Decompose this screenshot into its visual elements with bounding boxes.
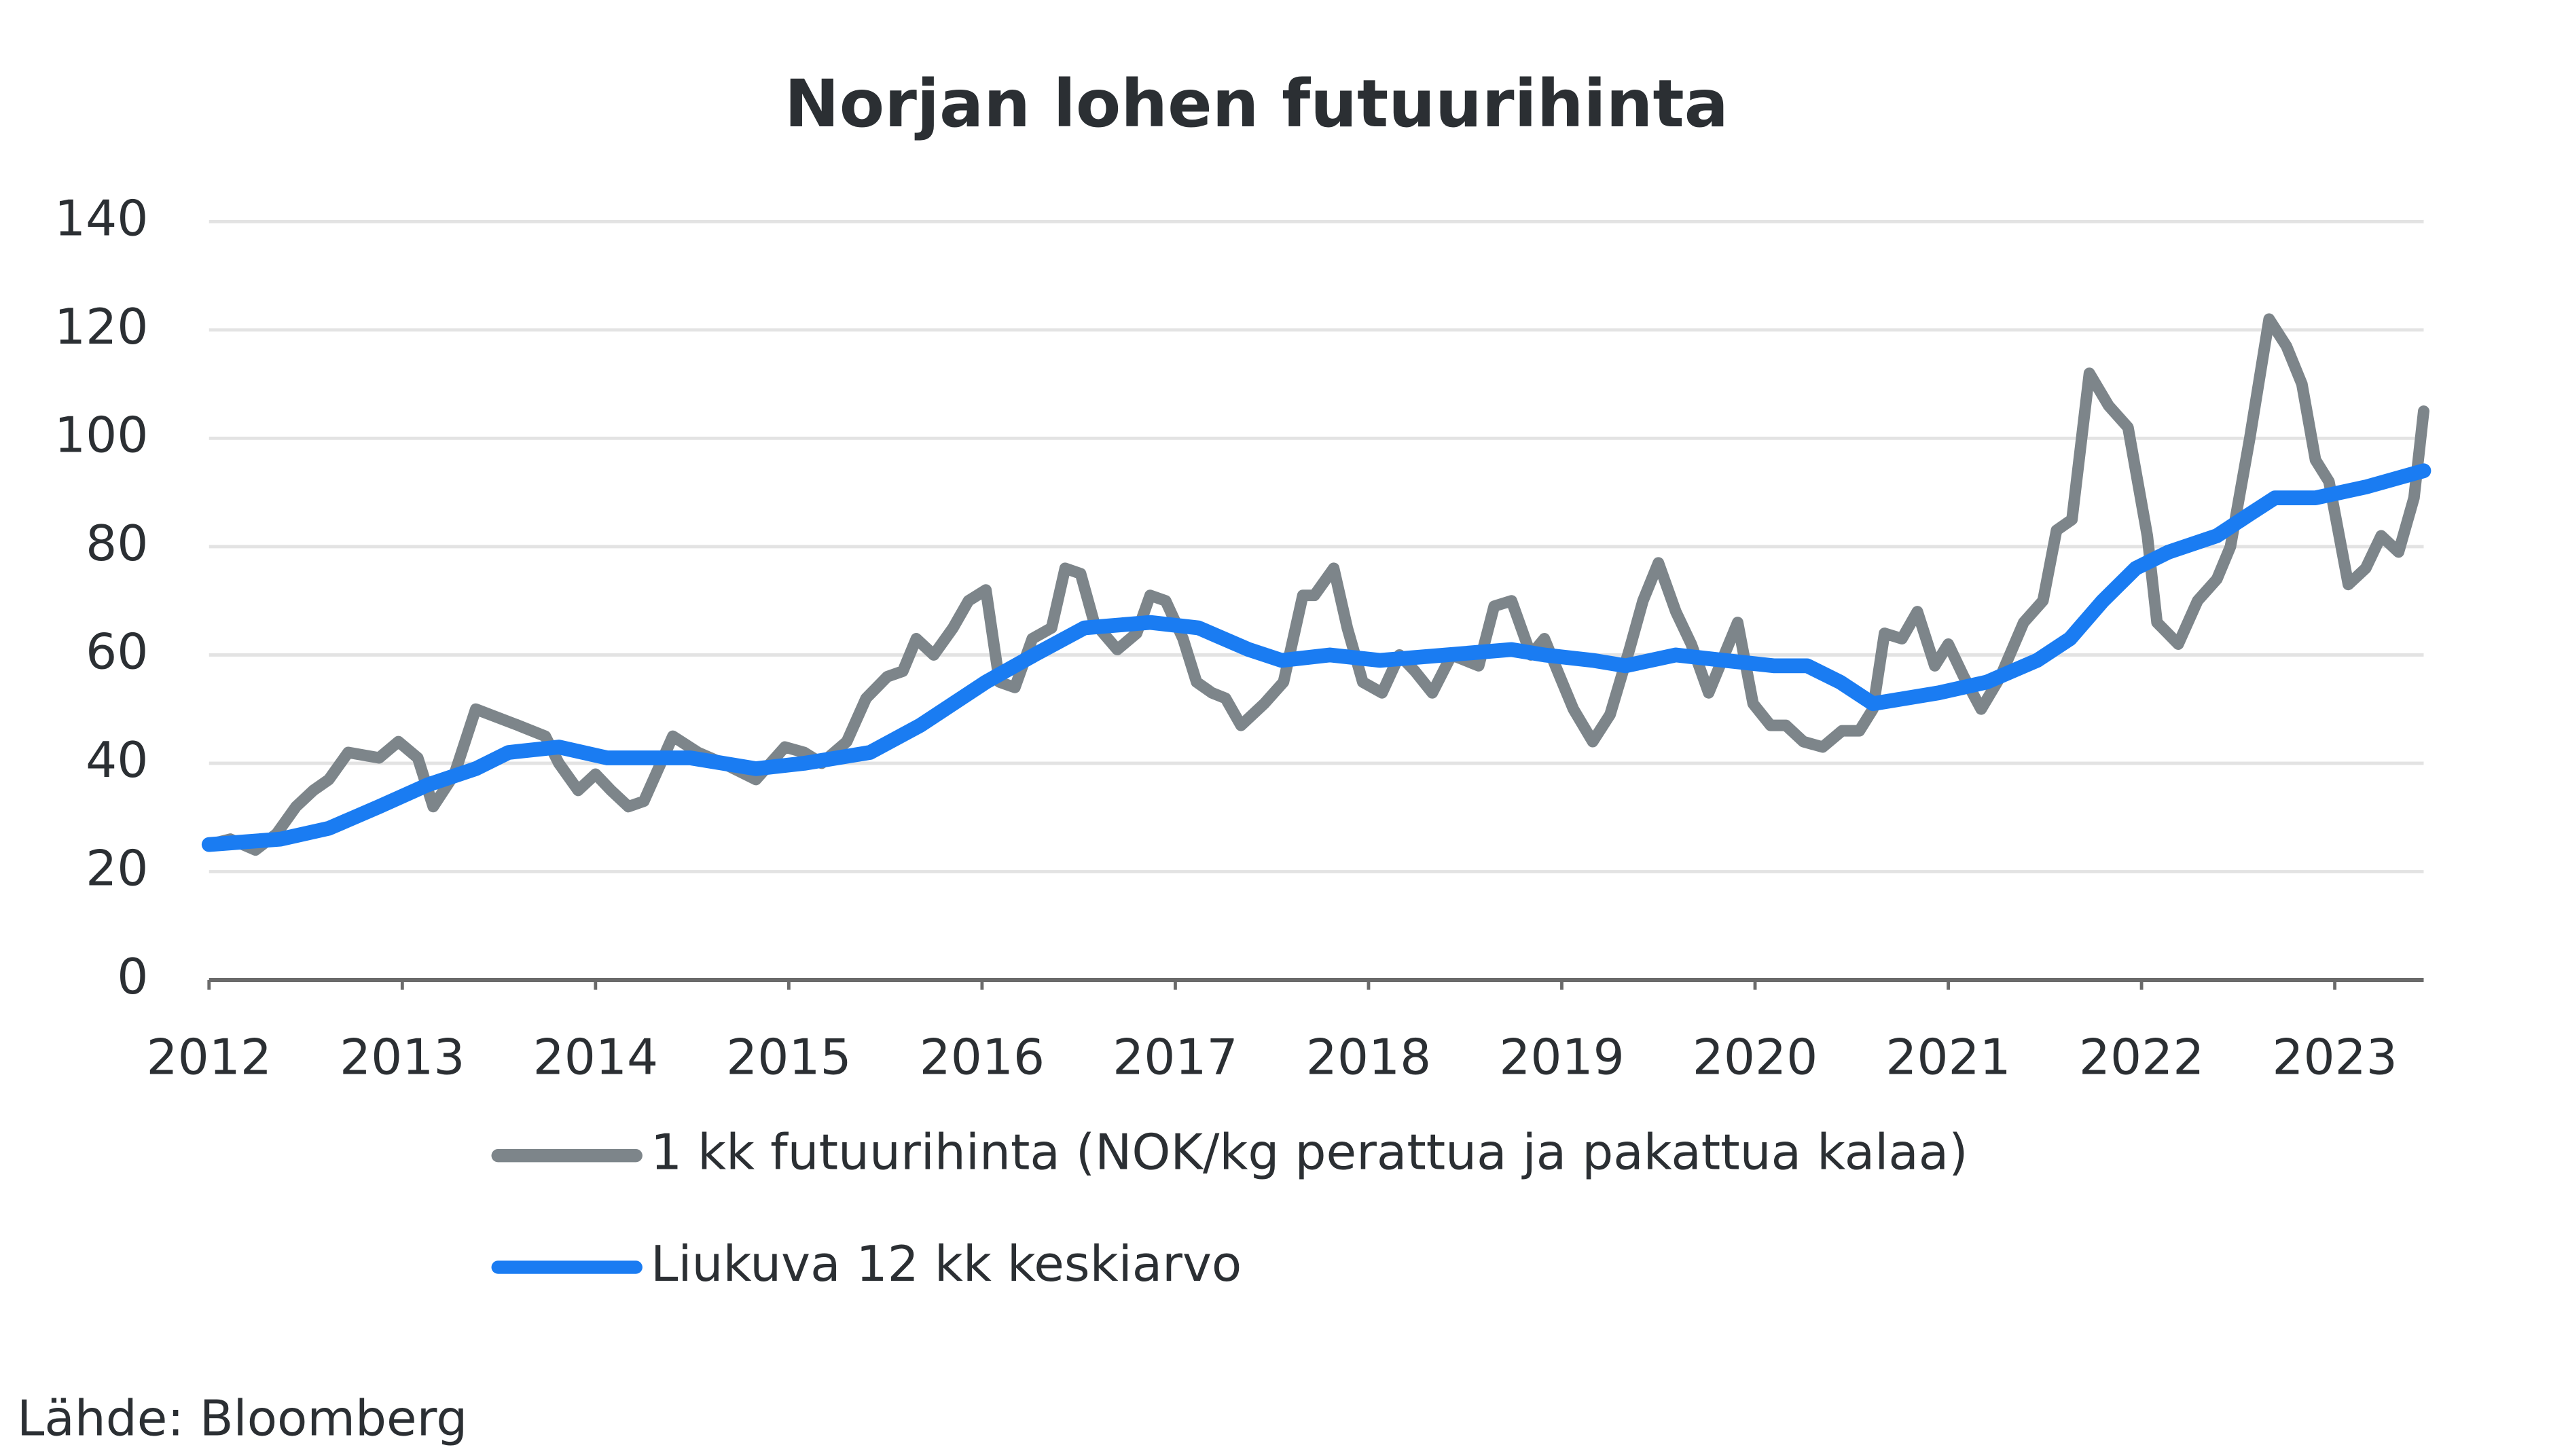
x-tick-label: 2020 [1693, 1029, 1818, 1086]
chart-title: Norjan lohen futuurihinta [784, 65, 1729, 142]
series-line [201, 463, 2432, 852]
y-tick-label: 80 [86, 515, 148, 572]
x-tick-label: 2017 [1113, 1029, 1238, 1086]
y-tick-label: 20 [86, 841, 148, 898]
x-tick-label: 2016 [920, 1029, 1045, 1086]
x-tick-label: 2022 [2079, 1029, 2205, 1086]
x-tick-label: 2015 [726, 1029, 852, 1086]
legend-label: 1 kk futuurihinta (NOK/kg perattua ja pa… [651, 1125, 1968, 1182]
x-tick-label: 2014 [533, 1029, 659, 1086]
x-tick-label: 2012 [147, 1029, 272, 1086]
x-tick-label: 2013 [340, 1029, 465, 1086]
x-tick-label: 2021 [1885, 1029, 2011, 1086]
series-line [203, 313, 2429, 856]
y-tick-label: 40 [86, 732, 148, 789]
y-tick-label: 100 [54, 407, 148, 464]
y-tick-label: 140 [54, 190, 148, 247]
x-tick-label: 2018 [1306, 1029, 1432, 1086]
y-tick-label: 60 [86, 623, 148, 680]
y-tick-label: 0 [117, 949, 148, 1006]
legend-label: Liukuva 12 kk keskiarvo [651, 1236, 1242, 1293]
source-note: Lähde: Bloomberg [17, 1390, 467, 1447]
x-tick-label: 2023 [2272, 1029, 2398, 1086]
x-tick-label: 2019 [1499, 1029, 1625, 1086]
y-tick-label: 120 [54, 299, 148, 356]
